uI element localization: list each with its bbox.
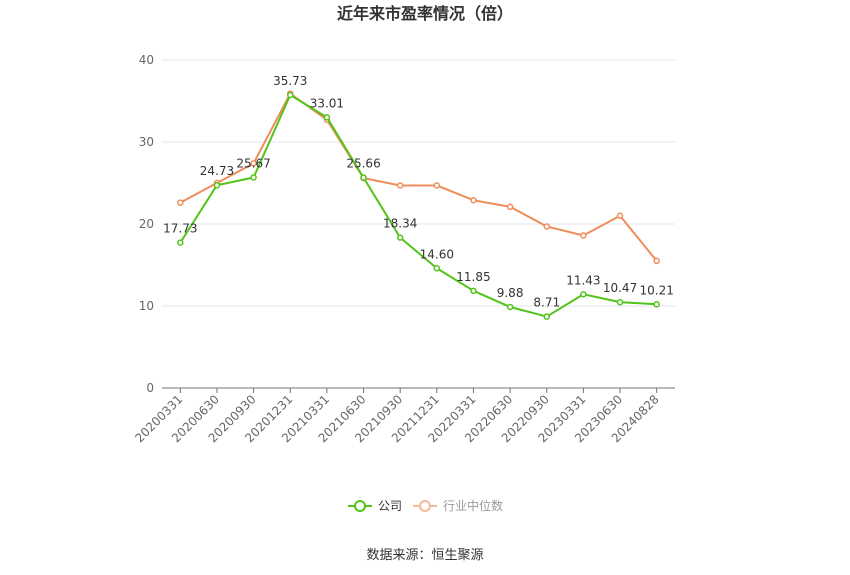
legend: 公司 行业中位数: [348, 498, 503, 513]
data-point-industry-median[interactable]: [470, 196, 477, 204]
data-label: 25.66: [346, 157, 380, 171]
data-label: 17.73: [163, 222, 197, 236]
data-label: 11.43: [566, 273, 600, 287]
data-label: 24.73: [200, 164, 234, 178]
data-point-industry-median[interactable]: [433, 182, 441, 189]
data-point-company[interactable]: [323, 114, 331, 121]
legend-industry-label: 行业中位数: [443, 498, 503, 513]
y-tick-label: 30: [139, 135, 154, 149]
y-tick-label: 40: [139, 53, 154, 67]
data-point-industry-median[interactable]: [396, 182, 404, 189]
data-point-company[interactable]: [580, 291, 587, 298]
data-label: 8.71: [533, 296, 560, 310]
series-line-industry-median: [179, 92, 658, 262]
data-point-industry-median[interactable]: [177, 199, 184, 206]
data-label: 9.88: [497, 286, 524, 300]
data-point-company[interactable]: [433, 265, 441, 272]
data-label: 11.85: [456, 270, 490, 284]
legend-item-industry-median[interactable]: 行业中位数: [413, 498, 503, 513]
data-point-company[interactable]: [213, 181, 221, 189]
data-label: 25.67: [236, 157, 270, 171]
data-point-company[interactable]: [287, 91, 294, 99]
series-line-company: [179, 94, 657, 318]
legend-company-marker: [354, 500, 366, 512]
data-label: 10.21: [639, 283, 673, 297]
gridlines: [162, 59, 675, 307]
data-point-industry-median[interactable]: [653, 257, 660, 265]
y-tick-label: 0: [146, 381, 154, 395]
data-point-industry-median[interactable]: [580, 232, 587, 239]
data-point-company[interactable]: [653, 301, 660, 308]
data-label: 14.60: [420, 247, 454, 261]
legend-company-label: 公司: [378, 499, 402, 513]
data-point-company[interactable]: [506, 303, 514, 311]
data-label: 35.73: [273, 74, 307, 88]
data-point-company[interactable]: [616, 298, 624, 306]
y-axis: 0 10 20 30 40: [139, 53, 154, 395]
chart-title: 近年来市盈率情况（倍）: [337, 4, 513, 23]
data-label: 18.34: [383, 217, 417, 231]
x-axis: 2020033120200630202009302020123120210331…: [132, 387, 675, 445]
source-note: 数据来源：恒生聚源: [366, 548, 483, 563]
data-point-industry-median[interactable]: [506, 203, 514, 211]
data-point-company[interactable]: [360, 174, 367, 181]
data-point-industry-median[interactable]: [250, 160, 257, 167]
data-point-industry-median[interactable]: [616, 212, 624, 220]
data-point-industry-median[interactable]: [543, 223, 550, 230]
legend-industry-marker: [419, 500, 431, 512]
data-point-company[interactable]: [396, 234, 404, 241]
data-label: 10.47: [603, 281, 637, 295]
data-point-company[interactable]: [250, 174, 257, 181]
data-point-company[interactable]: [177, 239, 184, 246]
data-point-company[interactable]: [470, 287, 477, 295]
data-label: 33.01: [310, 96, 344, 110]
y-tick-label: 20: [139, 217, 154, 231]
data-point-company[interactable]: [543, 313, 550, 320]
legend-item-company[interactable]: 公司: [348, 499, 402, 513]
y-tick-label: 10: [139, 299, 154, 313]
series-lines: [177, 90, 660, 320]
